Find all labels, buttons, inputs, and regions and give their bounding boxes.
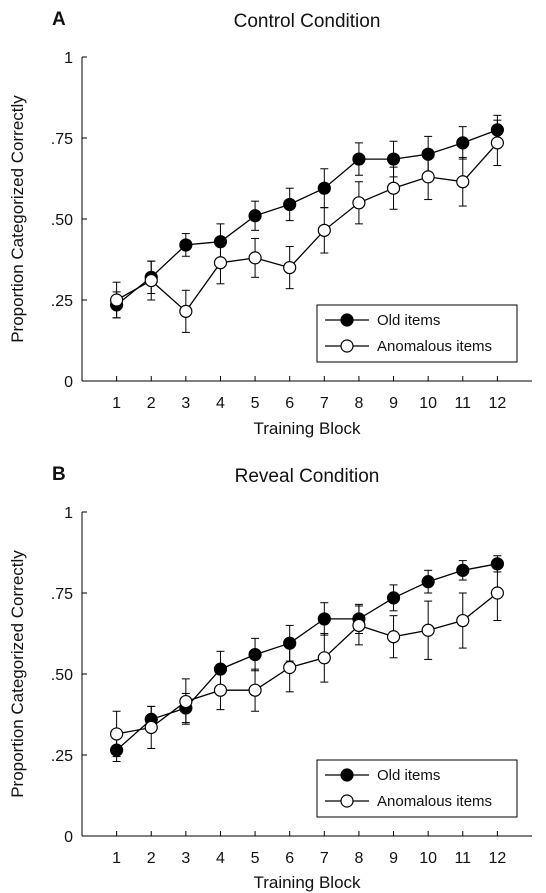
data-point-old-items [386, 591, 401, 605]
x-tick-label: 10 [419, 395, 437, 412]
chart-title: Control Condition [234, 11, 381, 32]
chart-title: Reveal Condition [235, 466, 380, 487]
x-tick-label: 8 [354, 850, 363, 867]
data-point-anomalous-items [386, 630, 401, 644]
panel-letter: A [52, 9, 66, 30]
x-tick-label: 2 [147, 395, 156, 412]
x-tick-label: 7 [320, 395, 329, 412]
legend-marker-old-items [340, 313, 354, 327]
x-tick-label: 5 [251, 395, 260, 412]
x-tick-label: 6 [285, 850, 294, 867]
data-point-old-items [490, 123, 504, 137]
x-tick-label: 4 [216, 850, 225, 867]
data-point-old-items [213, 235, 228, 249]
data-point-anomalous-items [213, 256, 228, 270]
x-tick-label: 11 [454, 850, 471, 867]
data-point-old-items [110, 743, 124, 757]
legend-marker-anomalous-items [340, 794, 354, 808]
x-tick-label: 6 [285, 395, 294, 412]
data-point-old-items [179, 238, 193, 252]
x-tick-label: 1 [112, 850, 121, 867]
legend-label: Old items [377, 312, 440, 329]
x-tick-label: 9 [389, 395, 398, 412]
series-line-anomalous [116, 592, 498, 735]
data-point-anomalous-items [352, 618, 366, 633]
data-point-old-items [248, 647, 262, 662]
data-point-old-items [421, 147, 435, 161]
x-tick-label: 4 [216, 395, 225, 412]
data-point-old-items [386, 152, 401, 166]
legend-marker-anomalous-items [340, 339, 354, 353]
data-point-anomalous-items [144, 720, 158, 735]
data-point-anomalous-items [352, 196, 366, 210]
data-point-anomalous-items [110, 727, 124, 741]
series-line-anomalous [116, 142, 498, 313]
data-point-old-items [352, 152, 366, 166]
data-point-anomalous-items [110, 293, 124, 307]
legend-label: Anomalous items [377, 793, 492, 810]
x-tick-label: 10 [419, 850, 437, 867]
data-point-anomalous-items [179, 694, 193, 709]
data-point-old-items [283, 636, 297, 650]
x-tick-label: 7 [320, 850, 329, 867]
series-line-old [116, 563, 498, 751]
y-tick-label: 0 [64, 829, 73, 846]
y-axis-label: Proportion Categorized Correctly [8, 95, 27, 343]
y-tick-label: .75 [51, 131, 73, 148]
data-point-anomalous-items [283, 660, 297, 675]
data-point-anomalous-items [490, 586, 504, 600]
data-point-old-items [490, 557, 504, 571]
data-point-anomalous-items [317, 223, 331, 237]
legend-label: Anomalous items [377, 338, 492, 355]
y-tick-label: .25 [51, 748, 73, 765]
legend-marker-old-items [340, 768, 354, 782]
x-tick-label: 2 [147, 850, 156, 867]
data-point-anomalous-items [421, 623, 435, 637]
data-point-anomalous-items [490, 136, 504, 150]
x-tick-label: 9 [389, 850, 398, 867]
data-point-anomalous-items [213, 683, 228, 697]
x-tick-label: 12 [488, 850, 506, 867]
legend-label: Old items [377, 767, 440, 784]
x-tick-label: 11 [454, 395, 471, 412]
x-tick-label: 5 [251, 850, 260, 867]
data-point-old-items [283, 197, 297, 212]
y-tick-label: .50 [51, 212, 73, 229]
x-tick-label: 3 [181, 850, 190, 867]
y-tick-label: .25 [51, 293, 73, 310]
series-line-old [116, 129, 498, 306]
x-tick-label: 8 [354, 395, 363, 412]
panel-letter: B [52, 464, 66, 485]
x-tick-label: 1 [112, 395, 121, 412]
y-tick-label: .75 [51, 586, 73, 603]
x-tick-label: 12 [488, 395, 506, 412]
data-point-old-items [456, 136, 470, 150]
data-point-anomalous-items [386, 181, 401, 195]
data-point-anomalous-items [248, 683, 262, 697]
x-axis-label: Training Block [253, 419, 361, 438]
data-point-old-items [317, 181, 331, 195]
data-point-old-items [456, 563, 470, 577]
y-tick-label: 0 [64, 374, 73, 391]
data-point-old-items [248, 209, 262, 223]
y-axis-label: Proportion Categorized Correctly [8, 550, 27, 798]
data-point-anomalous-items [179, 304, 193, 318]
data-point-anomalous-items [248, 251, 262, 265]
y-tick-label: 1 [64, 505, 73, 522]
x-axis-label: Training Block [253, 873, 361, 892]
data-point-anomalous-items [317, 651, 331, 665]
data-point-old-items [421, 575, 435, 589]
data-point-old-items [317, 612, 331, 626]
data-point-old-items [213, 662, 228, 676]
x-tick-label: 3 [181, 395, 190, 412]
y-tick-label: .50 [51, 667, 73, 684]
data-point-anomalous-items [456, 175, 470, 189]
data-point-anomalous-items [421, 170, 435, 184]
data-point-anomalous-items [283, 261, 297, 275]
y-tick-label: 1 [64, 50, 73, 67]
data-point-anomalous-items [144, 273, 158, 288]
data-point-anomalous-items [456, 613, 470, 628]
